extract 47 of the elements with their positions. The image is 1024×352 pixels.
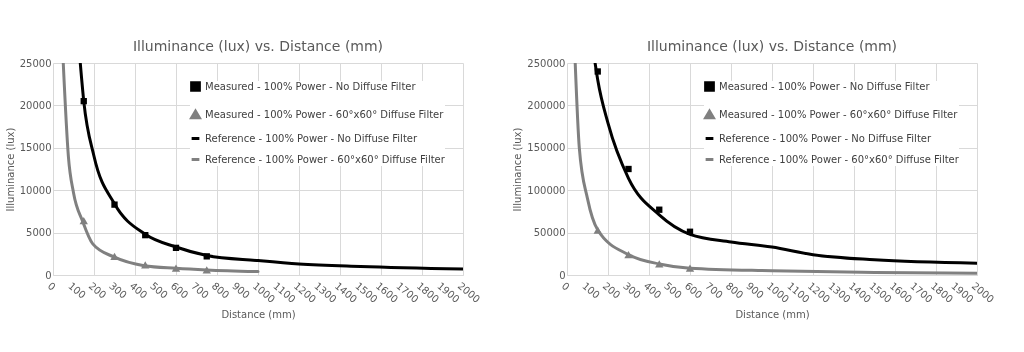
x-tick-label: 300 bbox=[621, 279, 643, 301]
legend-label: Measured - 100% Power - No Diffuse Filter bbox=[205, 80, 417, 92]
x-tick-label: 700 bbox=[189, 279, 211, 301]
x-tick-label: 200 bbox=[86, 279, 109, 301]
x-tick-label: 600 bbox=[168, 279, 191, 301]
chart-title: Illuminance (lux) vs. Distance (mm) bbox=[132, 38, 384, 54]
y-tick-label: 50000 bbox=[533, 227, 566, 239]
x-tick-label: 400 bbox=[641, 279, 664, 301]
line-series bbox=[61, 63, 260, 274]
y-tick-label: 250000 bbox=[527, 57, 566, 69]
y-tick-label: 15000 bbox=[19, 142, 52, 154]
line-series bbox=[78, 63, 463, 271]
x-tick-label: 100 bbox=[66, 279, 88, 301]
legend-label: Reference - 100% Power - No Diffuse Filter bbox=[205, 132, 418, 144]
y-tick-label: 0 bbox=[559, 269, 566, 281]
legend-label: Measured - 100% Power - No Diffuse Filter bbox=[719, 80, 931, 92]
y-tick-label: 0 bbox=[45, 269, 52, 281]
x-tick-label: 200 bbox=[600, 279, 623, 301]
y-axis-title: Illuminance (lux) bbox=[512, 127, 524, 212]
y-axis-title: Illuminance (lux) bbox=[4, 127, 16, 212]
x-tick-label: 800 bbox=[209, 279, 232, 301]
y-tick-label: 10000 bbox=[19, 184, 52, 196]
y-tick-label: 100000 bbox=[527, 184, 566, 196]
x-tick-label: 600 bbox=[682, 279, 705, 301]
legend-label: Reference - 100% Power - No Diffuse Filter bbox=[719, 132, 932, 144]
legend-label: Reference - 100% Power - 60°x60° Diffuse Filter bbox=[205, 153, 446, 165]
x-tick-label: 900 bbox=[230, 279, 252, 301]
y-tick-label: 20000 bbox=[19, 99, 52, 111]
y-tick-label: 150000 bbox=[527, 142, 566, 154]
x-tick-label: 800 bbox=[723, 279, 746, 301]
x-tick-label: 100 bbox=[580, 279, 602, 301]
x-axis-title: Distance (mm) bbox=[735, 308, 810, 320]
x-tick-label: 500 bbox=[148, 279, 170, 301]
x-axis-title: Distance (mm) bbox=[221, 308, 296, 320]
legend-label: Measured - 100% Power - 60°x60° Diffuse Filter bbox=[719, 108, 959, 120]
x-tick-label: 300 bbox=[107, 279, 129, 301]
point bbox=[625, 165, 632, 173]
x-tick-label: 900 bbox=[744, 279, 766, 301]
x-tick-label: 500 bbox=[662, 279, 684, 301]
legend-label: Reference - 100% Power - 60°x60° Diffuse Filter bbox=[719, 153, 960, 165]
y-tick-label: 200000 bbox=[527, 99, 566, 111]
legend-label: Measured - 100% Power - 60°x60° Diffuse Filter bbox=[205, 108, 445, 120]
x-tick-label: 700 bbox=[703, 279, 725, 301]
x-tick-label: 400 bbox=[127, 279, 150, 301]
y-tick-label: 5000 bbox=[26, 227, 52, 239]
chart-title: Illuminance (lux) vs. Distance (mm) bbox=[646, 38, 898, 54]
y-tick-label: 25000 bbox=[19, 57, 52, 69]
